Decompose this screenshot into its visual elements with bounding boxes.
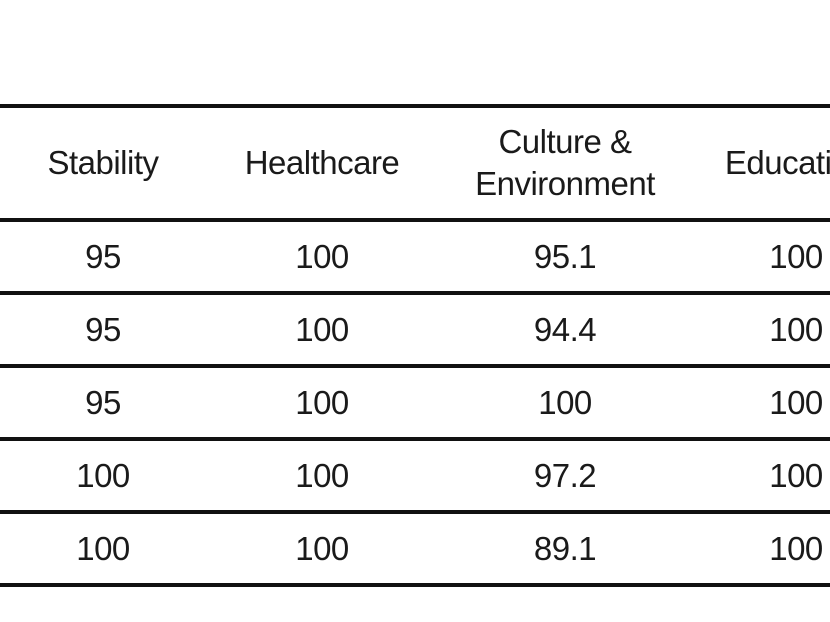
column-header-healthcare: Healthcare	[210, 104, 434, 222]
table-cell: 100	[696, 366, 830, 441]
table-row: 95 100 94.4 100	[0, 293, 830, 368]
scores-table: Stability Healthcare Culture & Environme…	[0, 104, 830, 587]
table-cell: 97.2	[434, 439, 696, 514]
table-cell: 100	[210, 366, 434, 441]
table-cell: 100	[434, 366, 696, 441]
table-cell: 100	[696, 293, 830, 368]
table-row: 100 100 97.2 100	[0, 439, 830, 514]
table-cell: 89.1	[434, 512, 696, 587]
table-cell: 100	[0, 439, 210, 514]
table-row: 100 100 89.1 100	[0, 512, 830, 587]
table-cell: 100	[0, 512, 210, 587]
table-cell: 100	[696, 512, 830, 587]
table-cell: 94.4	[434, 293, 696, 368]
column-header-label: Healthcare	[244, 144, 400, 181]
table-cell: 100	[696, 220, 830, 295]
table-cell: 100	[210, 512, 434, 587]
table-cell: 95	[0, 293, 210, 368]
column-header-education: Education	[696, 104, 830, 222]
column-header-label: Stability	[47, 144, 159, 181]
table-cell: 100	[210, 220, 434, 295]
column-header-stability: Stability	[0, 104, 210, 222]
table-body: 95 100 95.1 100 95 100 94.4 100 95 100 1…	[0, 220, 830, 587]
table-cell: 100	[696, 439, 830, 514]
header-row: Stability Healthcare Culture & Environme…	[0, 104, 830, 222]
table-cell: 95.1	[434, 220, 696, 295]
table-cell: 100	[210, 293, 434, 368]
table-cell: 95	[0, 220, 210, 295]
column-header-label: Culture & Environment	[475, 123, 655, 202]
column-header-label: Education	[724, 144, 830, 181]
table-row: 95 100 95.1 100	[0, 220, 830, 295]
table-header: Stability Healthcare Culture & Environme…	[0, 104, 830, 222]
table-row: 95 100 100 100	[0, 366, 830, 441]
table-cell: 95	[0, 366, 210, 441]
column-header-culture-environment: Culture & Environment	[434, 104, 696, 222]
table-cell: 100	[210, 439, 434, 514]
